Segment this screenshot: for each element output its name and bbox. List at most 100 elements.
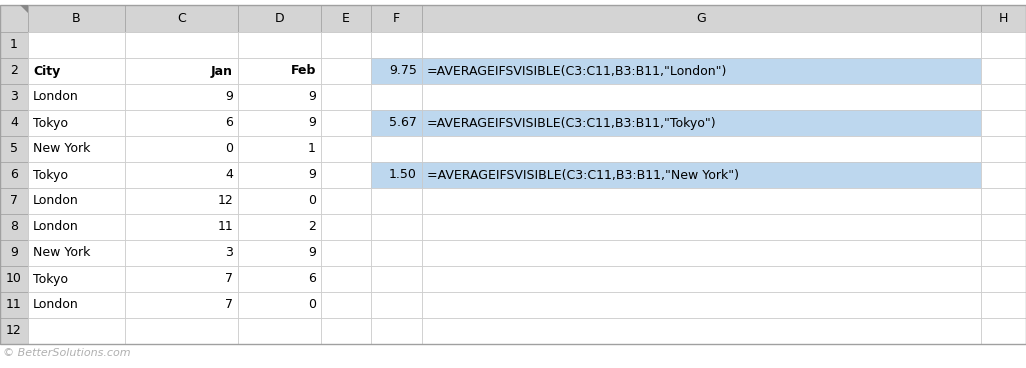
Text: London: London <box>33 298 79 311</box>
Bar <box>321 214 371 240</box>
Bar <box>321 58 371 84</box>
Bar <box>371 84 422 110</box>
Bar <box>981 58 1026 84</box>
Bar <box>981 318 1026 344</box>
Text: =AVERAGEIFSVISIBLE(C3:C11,B3:B11,"London"): =AVERAGEIFSVISIBLE(C3:C11,B3:B11,"London… <box>427 64 727 78</box>
Text: 11: 11 <box>218 220 233 234</box>
Bar <box>422 58 981 84</box>
Bar <box>422 318 981 344</box>
Bar <box>422 240 981 266</box>
Bar <box>125 162 238 188</box>
Bar <box>321 318 371 344</box>
Text: 6: 6 <box>225 117 233 130</box>
Text: 0: 0 <box>308 298 316 311</box>
Bar <box>28 240 125 266</box>
Bar <box>321 188 371 214</box>
Bar <box>28 162 125 188</box>
Bar <box>125 136 238 162</box>
Bar <box>371 32 422 58</box>
Text: 6: 6 <box>308 272 316 286</box>
Bar <box>0 5 28 32</box>
Bar <box>28 318 125 344</box>
Bar <box>371 240 422 266</box>
Text: 5: 5 <box>10 142 18 156</box>
Text: 7: 7 <box>10 195 18 208</box>
Bar <box>981 292 1026 318</box>
Text: 12: 12 <box>6 325 22 337</box>
Bar <box>422 110 981 136</box>
Bar <box>422 136 981 162</box>
Text: 4: 4 <box>10 117 17 130</box>
Bar <box>28 32 125 58</box>
Bar <box>0 240 28 266</box>
Text: 1.50: 1.50 <box>389 169 417 181</box>
Bar <box>321 162 371 188</box>
Text: 9: 9 <box>10 247 17 259</box>
Bar <box>28 266 125 292</box>
Bar <box>0 110 28 136</box>
Text: D: D <box>275 12 284 25</box>
Bar <box>321 32 371 58</box>
Text: 9: 9 <box>225 91 233 103</box>
Text: 4: 4 <box>225 169 233 181</box>
Bar <box>422 162 981 188</box>
Bar <box>28 136 125 162</box>
Text: G: G <box>697 12 706 25</box>
Text: City: City <box>33 64 61 78</box>
Bar <box>422 292 981 318</box>
Bar <box>981 136 1026 162</box>
Bar <box>422 266 981 292</box>
Bar <box>125 266 238 292</box>
Text: 5.67: 5.67 <box>389 117 417 130</box>
Bar <box>371 292 422 318</box>
Bar <box>125 110 238 136</box>
Text: New York: New York <box>33 142 90 156</box>
Bar <box>981 162 1026 188</box>
Bar <box>28 58 125 84</box>
Bar <box>371 214 422 240</box>
Bar <box>238 58 321 84</box>
Bar <box>28 84 125 110</box>
Bar <box>371 136 422 162</box>
Text: Tokyo: Tokyo <box>33 272 68 286</box>
Bar <box>125 318 238 344</box>
Bar <box>321 5 371 32</box>
Bar <box>981 188 1026 214</box>
Bar <box>238 188 321 214</box>
Bar <box>238 318 321 344</box>
Text: London: London <box>33 91 79 103</box>
Bar <box>981 32 1026 58</box>
Bar <box>0 318 28 344</box>
Bar <box>371 188 422 214</box>
Bar <box>0 136 28 162</box>
Bar <box>371 318 422 344</box>
Text: H: H <box>999 12 1009 25</box>
Bar <box>125 84 238 110</box>
Text: 9: 9 <box>308 117 316 130</box>
Bar <box>981 266 1026 292</box>
Bar <box>422 84 981 110</box>
Text: E: E <box>342 12 350 25</box>
Bar <box>238 162 321 188</box>
Text: 9: 9 <box>308 169 316 181</box>
Text: Tokyo: Tokyo <box>33 117 68 130</box>
Text: 3: 3 <box>225 247 233 259</box>
Text: 6: 6 <box>10 169 17 181</box>
Text: 0: 0 <box>308 195 316 208</box>
Bar <box>321 266 371 292</box>
Polygon shape <box>19 5 28 13</box>
Text: 1: 1 <box>10 39 17 52</box>
Text: London: London <box>33 220 79 234</box>
Text: =AVERAGEIFSVISIBLE(C3:C11,B3:B11,"New York"): =AVERAGEIFSVISIBLE(C3:C11,B3:B11,"New Yo… <box>427 169 739 181</box>
Text: =AVERAGEIFSVISIBLE(C3:C11,B3:B11,"Tokyo"): =AVERAGEIFSVISIBLE(C3:C11,B3:B11,"Tokyo"… <box>427 117 716 130</box>
Text: C: C <box>177 12 186 25</box>
Text: 7: 7 <box>225 272 233 286</box>
Text: 2: 2 <box>308 220 316 234</box>
Bar <box>238 292 321 318</box>
Bar <box>0 266 28 292</box>
Text: 7: 7 <box>225 298 233 311</box>
Bar <box>981 5 1026 32</box>
Bar <box>371 162 422 188</box>
Bar <box>0 84 28 110</box>
Text: 9: 9 <box>308 91 316 103</box>
